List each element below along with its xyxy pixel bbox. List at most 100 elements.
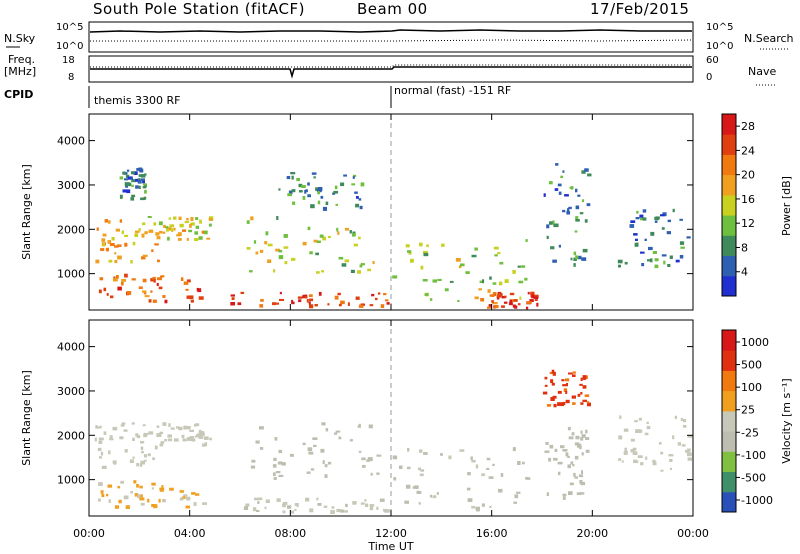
data-cell xyxy=(265,231,269,236)
data-cell xyxy=(571,432,575,436)
data-cell xyxy=(513,299,518,302)
data-cell xyxy=(108,450,111,455)
data-cell xyxy=(580,392,583,395)
data-cell xyxy=(491,294,495,297)
data-cell xyxy=(317,191,320,195)
data-cell xyxy=(253,240,257,244)
power-panel: 1000 2000 3000 4000 Slant Range [km] xyxy=(20,113,694,311)
data-cell xyxy=(551,382,555,386)
data-cell xyxy=(509,299,513,303)
data-cell xyxy=(364,499,367,502)
data-cell xyxy=(680,418,684,421)
data-cell xyxy=(109,435,113,439)
data-cell xyxy=(256,509,260,512)
data-cell xyxy=(498,488,503,493)
freq-tick-high: 18 xyxy=(62,55,75,66)
data-cell xyxy=(343,174,347,177)
data-cell xyxy=(650,231,655,236)
data-cell xyxy=(660,469,664,472)
data-cell xyxy=(636,210,639,214)
data-cell xyxy=(140,178,145,181)
data-cell xyxy=(550,397,554,401)
data-cell xyxy=(258,497,263,501)
data-cell xyxy=(542,391,548,395)
data-cell xyxy=(630,220,636,223)
data-cell xyxy=(529,299,534,302)
data-cell xyxy=(201,231,205,234)
data-cell xyxy=(250,216,254,221)
data-cell xyxy=(546,224,550,229)
data-cell xyxy=(208,218,213,221)
data-cell xyxy=(633,459,637,463)
data-cell xyxy=(618,458,622,461)
data-cell xyxy=(646,425,651,430)
data-cell xyxy=(278,474,284,477)
data-cell xyxy=(168,423,171,427)
data-cell xyxy=(504,295,507,298)
data-cell xyxy=(135,185,139,189)
data-cell xyxy=(321,422,326,426)
data-cell xyxy=(246,220,250,224)
station-title: South Pole Station (fitACF) xyxy=(93,0,305,18)
data-cell xyxy=(369,504,375,507)
data-cell xyxy=(519,296,522,300)
data-cell xyxy=(259,249,264,253)
data-cell xyxy=(315,187,318,191)
data-cell xyxy=(661,254,667,257)
data-cell xyxy=(251,459,256,463)
data-cell xyxy=(156,425,160,428)
data-cell xyxy=(359,205,363,210)
data-cell xyxy=(526,301,532,304)
data-cell xyxy=(267,243,273,247)
data-cell xyxy=(617,259,623,264)
data-cell xyxy=(575,188,578,193)
data-cell xyxy=(512,270,516,274)
data-cell xyxy=(426,244,429,248)
data-cell xyxy=(307,447,313,452)
data-cell xyxy=(195,225,200,229)
velocity-data-cells xyxy=(94,369,693,514)
data-cell xyxy=(639,217,643,221)
data-cell xyxy=(575,205,580,210)
data-cell xyxy=(100,451,104,456)
data-cell xyxy=(525,306,529,310)
nave-tick-high: 60 xyxy=(706,55,719,66)
data-cell xyxy=(624,261,628,265)
data-cell xyxy=(148,299,152,303)
data-cell xyxy=(436,492,439,495)
data-cell xyxy=(459,449,465,452)
data-cell xyxy=(658,442,662,445)
data-cell xyxy=(493,302,498,305)
data-cell xyxy=(642,217,647,221)
data-cell xyxy=(156,277,162,281)
data-cell xyxy=(199,219,202,224)
data-cell xyxy=(197,288,202,293)
data-cell xyxy=(444,288,449,292)
data-cell xyxy=(189,436,194,439)
data-cell xyxy=(557,461,563,465)
data-cell xyxy=(544,376,548,380)
data-cell xyxy=(292,201,296,205)
data-cell xyxy=(585,437,590,440)
data-cell xyxy=(306,299,309,303)
data-cell xyxy=(272,464,277,468)
data-cell xyxy=(580,430,583,434)
data-cell xyxy=(148,431,154,435)
data-cell xyxy=(305,189,308,193)
data-cell xyxy=(278,449,283,454)
data-cell xyxy=(386,509,389,513)
data-cell xyxy=(496,297,500,300)
data-cell xyxy=(487,306,492,309)
data-cell xyxy=(179,490,184,493)
power-colorbar-frame xyxy=(721,113,737,297)
data-cell xyxy=(204,230,208,235)
data-cell xyxy=(424,293,429,296)
data-cell xyxy=(144,183,147,188)
colorbar-swatch xyxy=(722,410,736,432)
data-cell xyxy=(674,415,677,419)
data-cell xyxy=(562,170,565,173)
data-cell xyxy=(352,501,357,505)
data-cell xyxy=(308,301,311,305)
data-cell xyxy=(351,183,356,186)
power-ylabel: Slant Range [km] xyxy=(20,164,33,260)
